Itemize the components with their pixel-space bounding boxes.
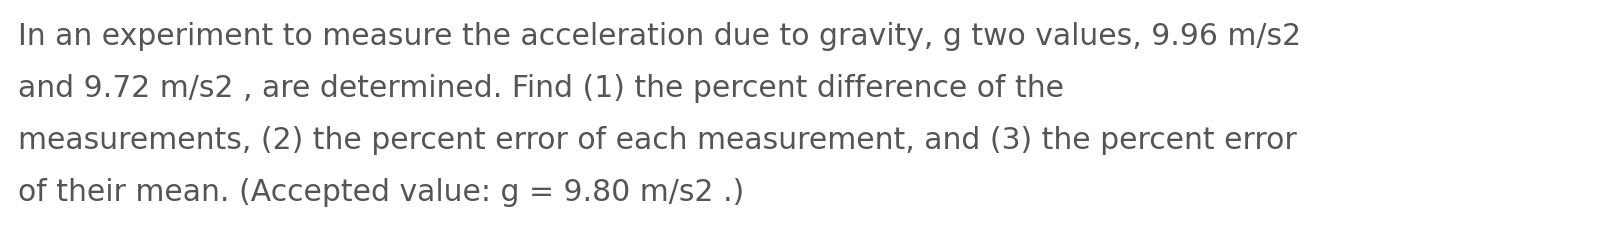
Text: and 9.72 m/s2 , are determined. Find (1) the percent difference of the: and 9.72 m/s2 , are determined. Find (1)… bbox=[18, 74, 1064, 103]
Text: of their mean. (Accepted value: g = 9.80 m/s2 .): of their mean. (Accepted value: g = 9.80… bbox=[18, 177, 744, 206]
Text: In an experiment to measure the acceleration due to gravity, g two values, 9.96 : In an experiment to measure the accelera… bbox=[18, 22, 1301, 51]
Text: measurements, (2) the percent error of each measurement, and (3) the percent err: measurements, (2) the percent error of e… bbox=[18, 125, 1296, 154]
